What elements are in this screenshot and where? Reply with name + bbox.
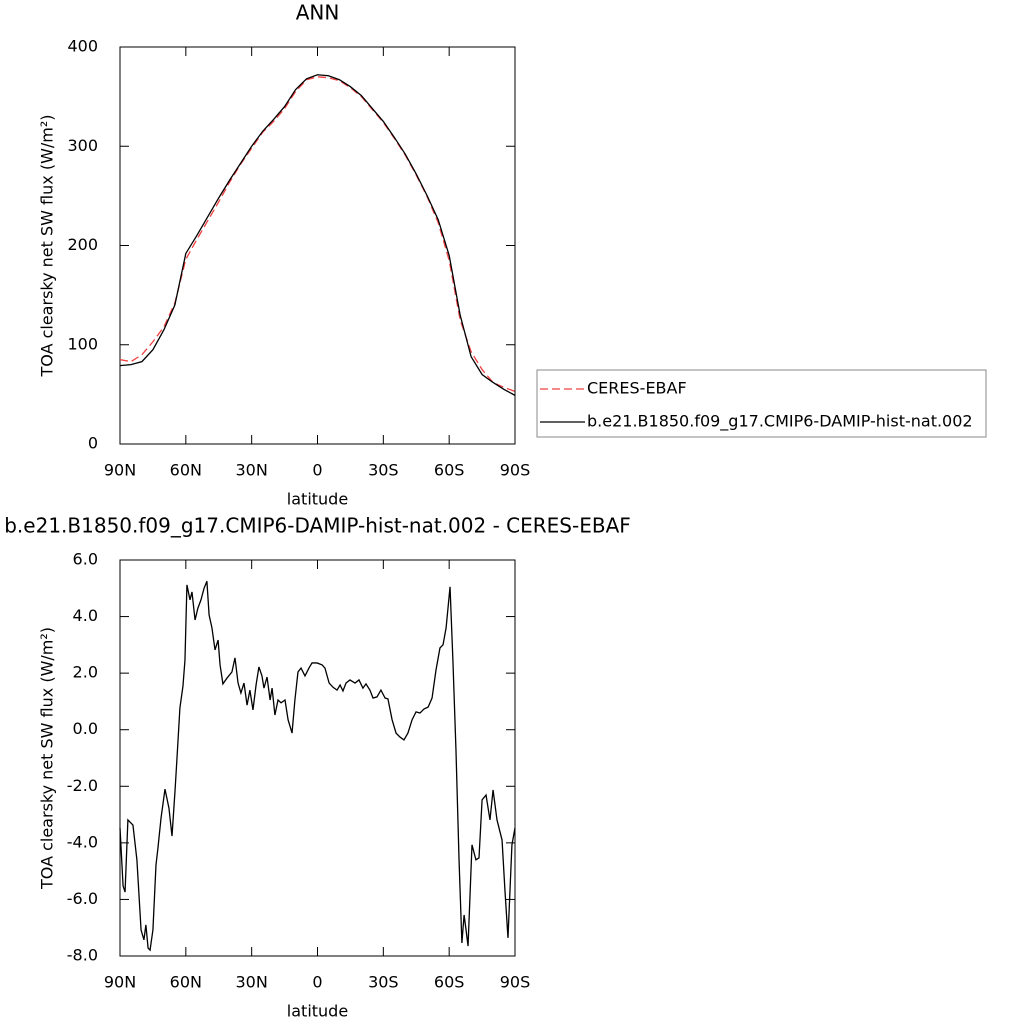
legend-label: CERES-EBAF	[587, 379, 687, 398]
x-axis-label: latitude	[287, 1002, 348, 1021]
y-tick-label: -4.0	[67, 832, 98, 851]
y-tick-label: 0	[88, 434, 98, 453]
data-line	[119, 580, 516, 952]
y-tick-label: 4.0	[73, 606, 98, 625]
x-tick-label: 30N	[236, 973, 268, 992]
legend-box	[536, 369, 987, 438]
y-tick-label: 100	[67, 334, 98, 353]
y-tick-label: 6.0	[73, 550, 98, 569]
chart-title: b.e21.B1850.f09_g17.CMIP6-DAMIP-hist-nat…	[4, 514, 631, 538]
y-tick-label: 2.0	[73, 663, 98, 682]
y-axis-label: TOA clearsky net SW flux (W/m²)	[38, 114, 57, 377]
x-tick-label: 90N	[104, 461, 136, 480]
data-line	[119, 76, 516, 393]
y-tick-label: 0.0	[73, 719, 98, 738]
x-tick-label: 60N	[170, 461, 202, 480]
x-tick-label: 60N	[170, 973, 202, 992]
x-tick-label: 30N	[236, 461, 268, 480]
x-tick-label: 60S	[434, 461, 465, 480]
legend-label: b.e21.B1850.f09_g17.CMIP6-DAMIP-hist-nat…	[587, 412, 973, 432]
y-axis-label: TOA clearsky net SW flux (W/m²)	[38, 627, 57, 890]
y-tick-label: 200	[67, 235, 98, 254]
x-tick-label: 0	[312, 973, 322, 992]
x-tick-label: 30S	[368, 973, 399, 992]
x-tick-label: 90N	[104, 973, 136, 992]
x-tick-label: 0	[312, 461, 322, 480]
x-tick-label: 60S	[434, 973, 465, 992]
data-line	[119, 74, 516, 396]
y-tick-label: 400	[67, 37, 98, 56]
x-tick-label: 90S	[500, 461, 531, 480]
x-tick-label: 30S	[368, 461, 399, 480]
chart-title: ANN	[296, 1, 340, 25]
y-tick-label: -8.0	[67, 946, 98, 965]
y-tick-label: 300	[67, 136, 98, 155]
y-tick-label: -6.0	[67, 889, 98, 908]
x-tick-label: 90S	[500, 973, 531, 992]
y-tick-label: -2.0	[67, 776, 98, 795]
plot-frame	[119, 46, 516, 445]
x-axis-label: latitude	[287, 490, 348, 509]
